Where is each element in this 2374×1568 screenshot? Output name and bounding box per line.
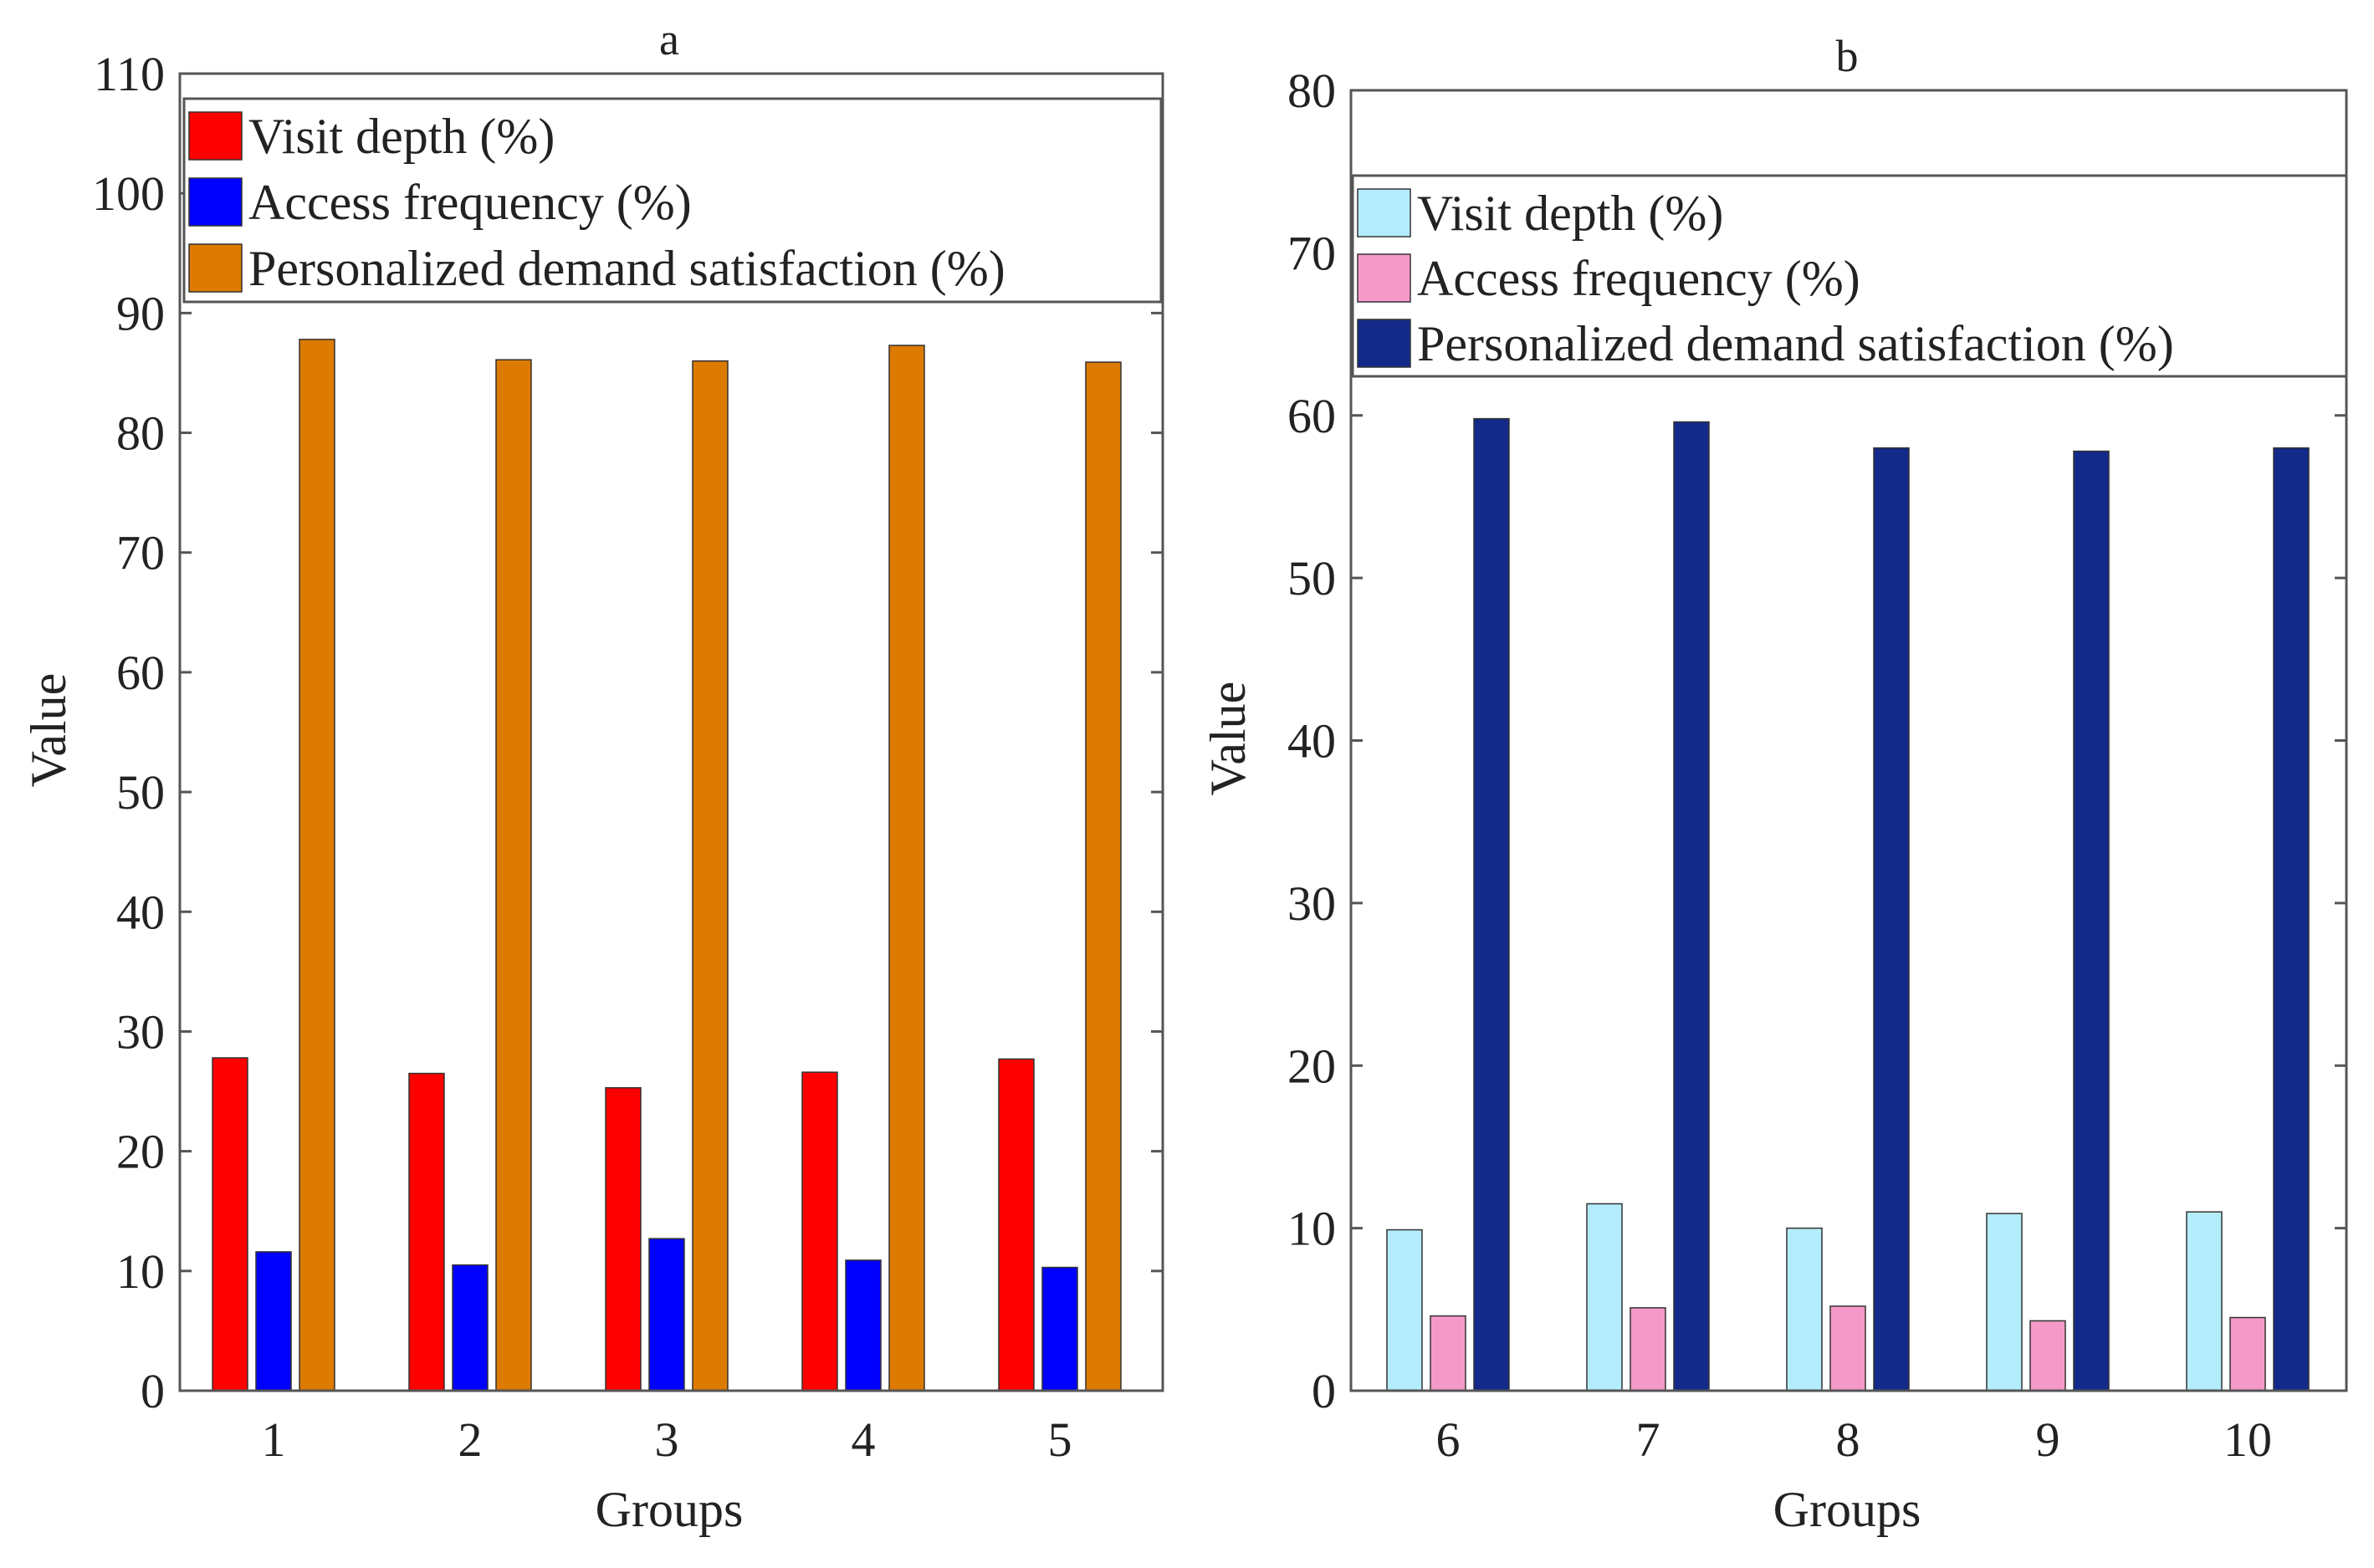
panel-a-bar-group-4-series-3 bbox=[888, 345, 925, 1392]
panel-a-ticks: 0 10 20 30 40 50 60 70 80 90 100 110 1 2 3 4 5 bbox=[92, 47, 1163, 1467]
panel-b-x-tick-label: 7 bbox=[1636, 1412, 1660, 1467]
panel-a-legend-label-1: Visit depth (%) bbox=[248, 109, 555, 164]
panel-b-bar-group-6-series-1 bbox=[1386, 1228, 1423, 1392]
panel-b-y-tick-label: 10 bbox=[1287, 1202, 1336, 1256]
panel-b-legend: Visit depth (%) Access frequency (%) Perso… bbox=[1351, 174, 2348, 378]
panel-a-x-tick-label: 5 bbox=[1048, 1412, 1072, 1467]
panel-b-bar-group-6-series-2 bbox=[1430, 1315, 1466, 1392]
panel-a-bar-group-1-series-1 bbox=[212, 1057, 248, 1392]
panel-a-bar-group-2-series-3 bbox=[495, 359, 532, 1392]
panel-a-bar-group-1-series-3 bbox=[299, 339, 335, 1392]
panel-b-legend-swatch-3 bbox=[1357, 319, 1411, 368]
panel-b-legend-swatch-2 bbox=[1357, 253, 1411, 303]
panel-a-plot-frame bbox=[178, 72, 1164, 1392]
panel-b-bar-group-8-series-3 bbox=[1873, 447, 1910, 1392]
panel-b-y-axis-label: Value bbox=[1200, 682, 1256, 796]
panel-b-y-tick-label: 40 bbox=[1287, 714, 1336, 769]
panel-a-bars bbox=[212, 339, 1122, 1392]
panel-b-bar-group-9-series-1 bbox=[1986, 1213, 2023, 1392]
panel-b-y-tick-label: 0 bbox=[1312, 1364, 1336, 1418]
panel-a-x-tick-label: 4 bbox=[852, 1412, 876, 1467]
panel-b-title: b bbox=[1836, 31, 1859, 81]
panel-a-y-axis-label: Value bbox=[21, 673, 76, 788]
panel-b-bar-group-10-series-1 bbox=[2186, 1211, 2223, 1392]
panel-a-legend: Visit depth (%) Access frequency (%) Perso… bbox=[182, 97, 1163, 304]
panel-a-bar-group-2-series-2 bbox=[452, 1264, 489, 1392]
panel-b-x-tick-label: 8 bbox=[1836, 1412, 1860, 1467]
panel-a-bar-group-4-series-1 bbox=[801, 1071, 838, 1392]
panel-a-legend-box bbox=[182, 97, 1163, 304]
panel-b-y-tick-label: 30 bbox=[1287, 876, 1336, 931]
panel-a-y-tick-label: 90 bbox=[116, 286, 165, 340]
panel-a-bar-group-5-series-3 bbox=[1085, 361, 1122, 1392]
panel-a-x-tick-label: 2 bbox=[458, 1412, 483, 1467]
panel-b-y-tick-label: 60 bbox=[1287, 389, 1336, 443]
panel-a-y-tick-label: 70 bbox=[116, 526, 165, 580]
panel-a-y-tick-label: 60 bbox=[116, 646, 165, 700]
panel-a-y-tick-label: 10 bbox=[116, 1244, 165, 1299]
panel-a-bar-group-1-series-2 bbox=[255, 1251, 292, 1392]
panel-a-y-tick-label: 50 bbox=[116, 765, 165, 820]
panel-b-y-tick-label: 20 bbox=[1287, 1039, 1336, 1093]
panel-b-y-tick-label: 50 bbox=[1287, 551, 1336, 605]
panel-a-y-tick-label: 30 bbox=[116, 1004, 165, 1059]
panel-b-plot-frame bbox=[1349, 89, 2348, 1392]
panel-a-legend-label-3: Personalized demand satisfaction (%) bbox=[248, 241, 1005, 296]
panel-b-x-tick-label: 10 bbox=[2223, 1412, 2272, 1467]
panel-a-title: a bbox=[659, 14, 679, 64]
panel-b-legend-swatch-1 bbox=[1357, 188, 1411, 237]
panel-b-bar-group-10-series-2 bbox=[2229, 1316, 2266, 1392]
panel-a-bar-group-5-series-1 bbox=[998, 1058, 1035, 1392]
panel-b-legend-label-3: Personalized demand satisfaction (%) bbox=[1417, 316, 2174, 371]
panel-a-y-tick-label: 0 bbox=[141, 1364, 165, 1418]
panel-b-ticks: 0 10 20 30 40 50 60 70 80 6 7 8 9 10 bbox=[1287, 64, 2346, 1467]
panel-b-legend-box bbox=[1351, 174, 2348, 378]
panel-b-y-tick-label: 70 bbox=[1287, 226, 1336, 280]
panel-b-x-tick-label: 9 bbox=[2036, 1412, 2060, 1467]
panel-a-x-tick-label: 3 bbox=[655, 1412, 679, 1467]
panel-a-bar-group-4-series-2 bbox=[845, 1259, 882, 1392]
panel-b-x-tick-label: 6 bbox=[1436, 1412, 1461, 1467]
panel-b-bar-group-9-series-3 bbox=[2073, 450, 2110, 1392]
panel-a-legend-swatch-1 bbox=[188, 111, 243, 161]
panel-b-x-axis-label: Groups bbox=[1773, 1482, 1921, 1537]
panel-b-legend-label-2: Access frequency (%) bbox=[1417, 251, 1860, 306]
panel-a-bar-group-3-series-3 bbox=[692, 360, 729, 1392]
panel-b-bar-group-7-series-3 bbox=[1673, 421, 1710, 1392]
panel-a-bar-group-5-series-2 bbox=[1041, 1266, 1078, 1392]
panel-a-bar-group-3-series-2 bbox=[648, 1238, 685, 1392]
panel-a-y-tick-label: 100 bbox=[92, 166, 165, 221]
panel-b-bar-group-7-series-2 bbox=[1630, 1307, 1666, 1392]
panel-a-y-tick-label: 80 bbox=[116, 406, 165, 461]
panel-b-bar-group-6-series-3 bbox=[1473, 417, 1510, 1392]
chart-panel-a: a Value Groups 0 10 20 30 40 50 60 70 80 90 100 110… bbox=[21, 14, 1164, 1537]
panel-b-legend-label-1: Visit depth (%) bbox=[1417, 186, 1723, 241]
panel-a-y-tick-label: 20 bbox=[116, 1125, 165, 1179]
panel-a-bar-group-3-series-1 bbox=[605, 1087, 642, 1392]
panel-a-y-tick-label: 110 bbox=[94, 47, 165, 101]
panel-b-bar-group-8-series-1 bbox=[1786, 1227, 1823, 1392]
panel-a-legend-label-2: Access frequency (%) bbox=[248, 175, 692, 230]
panel-a-bar-group-2-series-1 bbox=[408, 1072, 445, 1392]
chart-panel-b: b Value Groups 0 10 20 30 40 50 60 70 80 6 7 8 9 10 V… bbox=[1200, 31, 2348, 1537]
panel-a-legend-swatch-2 bbox=[188, 177, 243, 227]
panel-a-y-tick-label: 40 bbox=[116, 885, 165, 939]
panel-b-bar-group-10-series-3 bbox=[2273, 447, 2310, 1392]
panel-a-x-tick-label: 1 bbox=[262, 1412, 286, 1467]
panel-b-bar-group-7-series-1 bbox=[1586, 1203, 1623, 1392]
panel-a-legend-swatch-3 bbox=[188, 243, 243, 293]
panel-a-x-axis-label: Groups bbox=[596, 1482, 744, 1537]
panel-b-y-tick-label: 80 bbox=[1287, 64, 1336, 118]
panel-b-bar-group-8-series-2 bbox=[1829, 1305, 1866, 1392]
panel-b-bar-group-9-series-2 bbox=[2029, 1320, 2066, 1392]
